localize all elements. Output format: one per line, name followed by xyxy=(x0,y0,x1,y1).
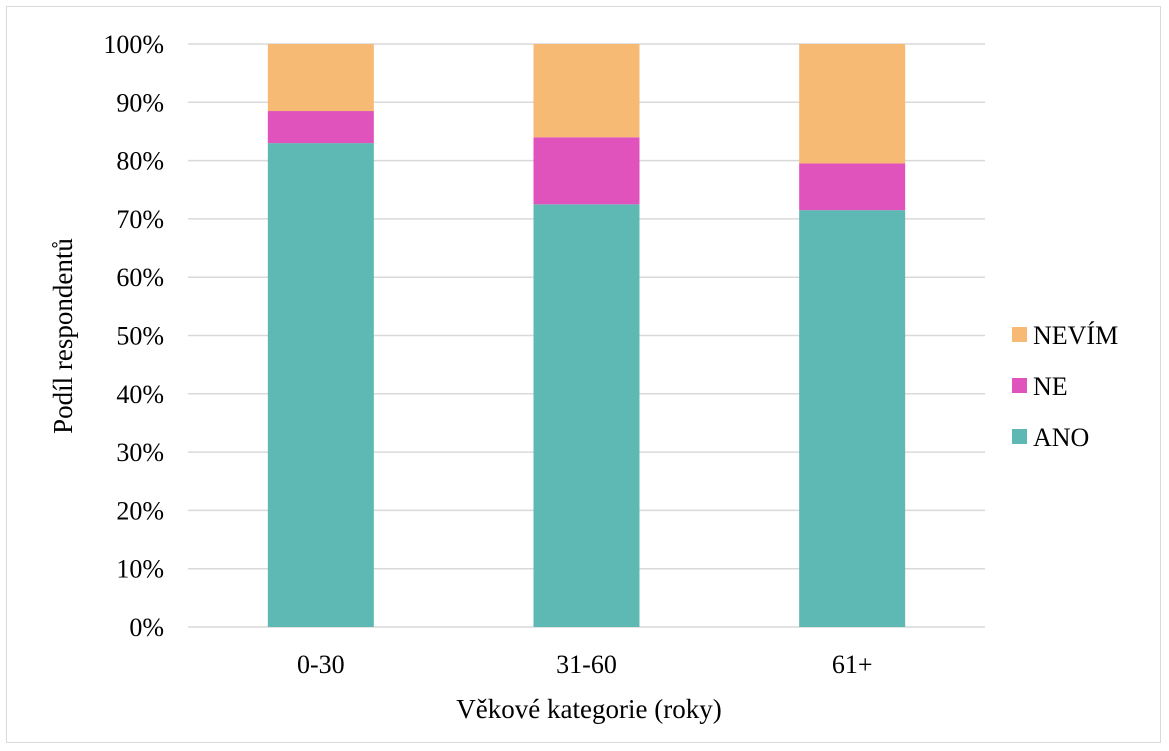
bar-segment-nev-m xyxy=(267,44,374,112)
y-tick-label: 10% xyxy=(116,555,164,584)
x-axis-title: Věkové kategorie (roky) xyxy=(456,694,721,724)
y-tick-label: 40% xyxy=(116,380,164,409)
y-tick-label: 50% xyxy=(116,322,164,351)
x-axis-ticks: 0-30 31-60 61+ xyxy=(297,650,873,679)
legend-label: ANO xyxy=(1033,423,1089,452)
bar-segment-ano xyxy=(799,210,906,627)
x-tick-label: 0-30 xyxy=(297,650,345,679)
legend-swatch xyxy=(1012,378,1027,393)
y-tick-label: 0% xyxy=(129,613,164,642)
bar-segment-ano xyxy=(267,143,374,628)
legend-label: NE xyxy=(1033,372,1068,401)
legend-label: NEVÍM xyxy=(1033,321,1118,350)
x-tick-label: 61+ xyxy=(832,650,873,679)
bar-segment-ne xyxy=(799,163,906,211)
bar-series xyxy=(267,44,906,628)
y-tick-label: 80% xyxy=(116,147,164,176)
y-tick-label: 20% xyxy=(116,496,164,525)
bar-segment-ne xyxy=(267,111,374,144)
y-tick-label: 100% xyxy=(103,30,164,59)
y-tick-label: 90% xyxy=(116,88,164,117)
bar-segment-nev-m xyxy=(533,44,640,138)
y-tick-label: 30% xyxy=(116,438,164,467)
bar-segment-nev-m xyxy=(799,44,906,164)
y-tick-label: 60% xyxy=(116,263,164,292)
y-tick-label: 70% xyxy=(116,205,164,234)
x-tick-label: 31-60 xyxy=(556,650,617,679)
y-axis-title: Podíl respondentů xyxy=(48,238,78,434)
legend-swatch xyxy=(1012,429,1027,444)
bar-segment-ne xyxy=(533,137,640,205)
legend-swatch xyxy=(1012,327,1027,342)
y-axis-ticks: 0% 10% 20% 30% 40% 50% 60% 70% 80% 90% 100% xyxy=(103,30,164,642)
bar-segment-ano xyxy=(533,204,640,627)
legend: NEVÍM NE ANO xyxy=(1012,321,1118,452)
